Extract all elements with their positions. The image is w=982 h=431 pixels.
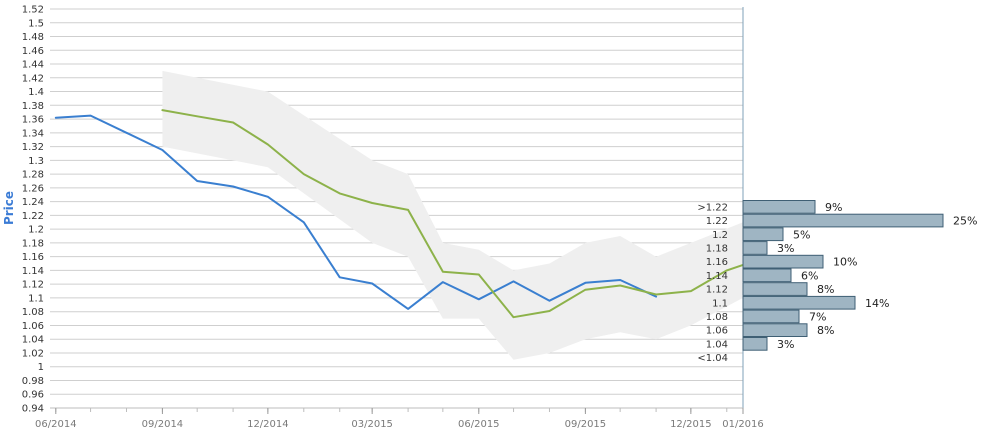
y-tick-label: 1.48 [22, 32, 44, 43]
y-tick-label: 1.36 [22, 115, 44, 126]
x-axis-ticks: 06/2014 09/2014 12/2014 03/2015 06/2015 09/20… [35, 408, 764, 430]
distribution-pct-label: 8% [817, 324, 834, 337]
y-axis-ticks: 0.94 0.96 0.98 1 1.02 1.04 1.06 1.08 1.1 1.12 1.14… [22, 5, 44, 415]
y-tick-label: 1.26 [22, 183, 44, 194]
y-tick-label: 1.22 [22, 211, 44, 222]
y-tick-label: 1.02 [22, 348, 44, 359]
y-tick-label: 1.16 [22, 252, 44, 263]
y-tick-label: 1.06 [22, 321, 44, 332]
y-tick-label: 0.94 [22, 404, 44, 415]
distribution-bar [742, 213, 944, 228]
distribution-bar [742, 254, 824, 269]
y-tick-label: 1.08 [22, 307, 44, 318]
distribution-bin-label: 1.12 [706, 285, 728, 296]
distribution-bar [742, 241, 768, 255]
y-tick-label: 1.4 [28, 87, 44, 98]
x-tick-label: 12/2015 [670, 419, 712, 430]
distribution-pct-label: 8% [817, 283, 834, 296]
y-tick-label: 1.5 [28, 18, 44, 29]
x-tick-label: 03/2015 [351, 419, 393, 430]
distribution-bin-label: >1.22 [697, 202, 728, 213]
y-tick-label: 1.12 [22, 280, 44, 291]
distribution-bin-label: 1.06 [706, 326, 728, 337]
distribution-bar [742, 200, 816, 214]
y-axis-label: Price [2, 191, 16, 225]
distribution-histogram: >1.22 9% 1.22 25% 1.2 5% 1.18 3% 1.16 10% 1.14 6% 1.… [697, 200, 977, 364]
y-tick-label: 1.04 [22, 335, 44, 346]
distribution-pct-label: 3% [777, 338, 794, 351]
y-tick-label: 1.1 [28, 293, 44, 304]
distribution-pct-label: 25% [953, 215, 977, 228]
y-tick-label: 1.46 [22, 46, 44, 57]
distribution-bar [742, 309, 800, 324]
y-tick-label: 1.24 [22, 197, 44, 208]
y-tick-label: 0.96 [22, 390, 44, 401]
x-tick-label: 12/2014 [247, 419, 289, 430]
distribution-bar [742, 227, 784, 242]
distribution-bin-label: 1.18 [706, 243, 728, 254]
y-tick-label: 1 [38, 362, 44, 373]
distribution-pct-label: 9% [825, 201, 842, 214]
distribution-pct-label: 14% [865, 297, 889, 310]
distribution-bin-label: 1.16 [706, 257, 728, 268]
distribution-bin-label: 1.22 [706, 216, 728, 227]
forecast-line [161, 109, 744, 319]
distribution-bar [742, 337, 768, 351]
y-tick-label: 0.98 [22, 376, 44, 387]
actual-price-line [54, 114, 658, 310]
distribution-bar [742, 323, 808, 337]
distribution-bin-label: 1.1 [712, 298, 728, 309]
distribution-bar [742, 282, 808, 296]
y-tick-label: 1.14 [22, 266, 44, 277]
x-tick-label: 09/2014 [142, 419, 184, 430]
y-tick-label: 1.38 [22, 101, 44, 112]
y-tick-label: 1.3 [28, 156, 44, 167]
distribution-bin-label: 1.08 [706, 312, 728, 323]
x-tick-label: 01/2016 [722, 419, 764, 430]
distribution-bin-label: <1.04 [697, 353, 728, 364]
distribution-pct-label: 3% [777, 242, 794, 255]
distribution-bar [742, 268, 792, 283]
y-tick-label: 1.34 [22, 128, 44, 139]
distribution-bin-label: 1.04 [706, 339, 728, 350]
distribution-pct-label: 5% [793, 228, 810, 241]
distribution-pct-label: 10% [833, 256, 857, 269]
series-lines [54, 109, 744, 319]
distribution-bin-label: 1.2 [712, 230, 728, 241]
distribution-bin-label: 1.14 [706, 271, 728, 282]
distribution-pct-label: 6% [801, 269, 818, 282]
y-tick-label: 1.44 [22, 60, 44, 71]
y-tick-label: 1.2 [28, 225, 44, 236]
y-tick-label: 1.42 [22, 73, 44, 84]
x-tick-label: 06/2015 [458, 419, 500, 430]
distribution-pct-label: 7% [809, 310, 826, 323]
y-tick-label: 1.18 [22, 238, 44, 249]
distribution-bar [742, 295, 856, 310]
y-tick-label: 1.52 [22, 5, 44, 16]
x-tick-label: 06/2014 [35, 419, 77, 430]
y-tick-label: 1.32 [22, 142, 44, 153]
y-tick-label: 1.28 [22, 170, 44, 181]
x-tick-label: 09/2015 [565, 419, 607, 430]
